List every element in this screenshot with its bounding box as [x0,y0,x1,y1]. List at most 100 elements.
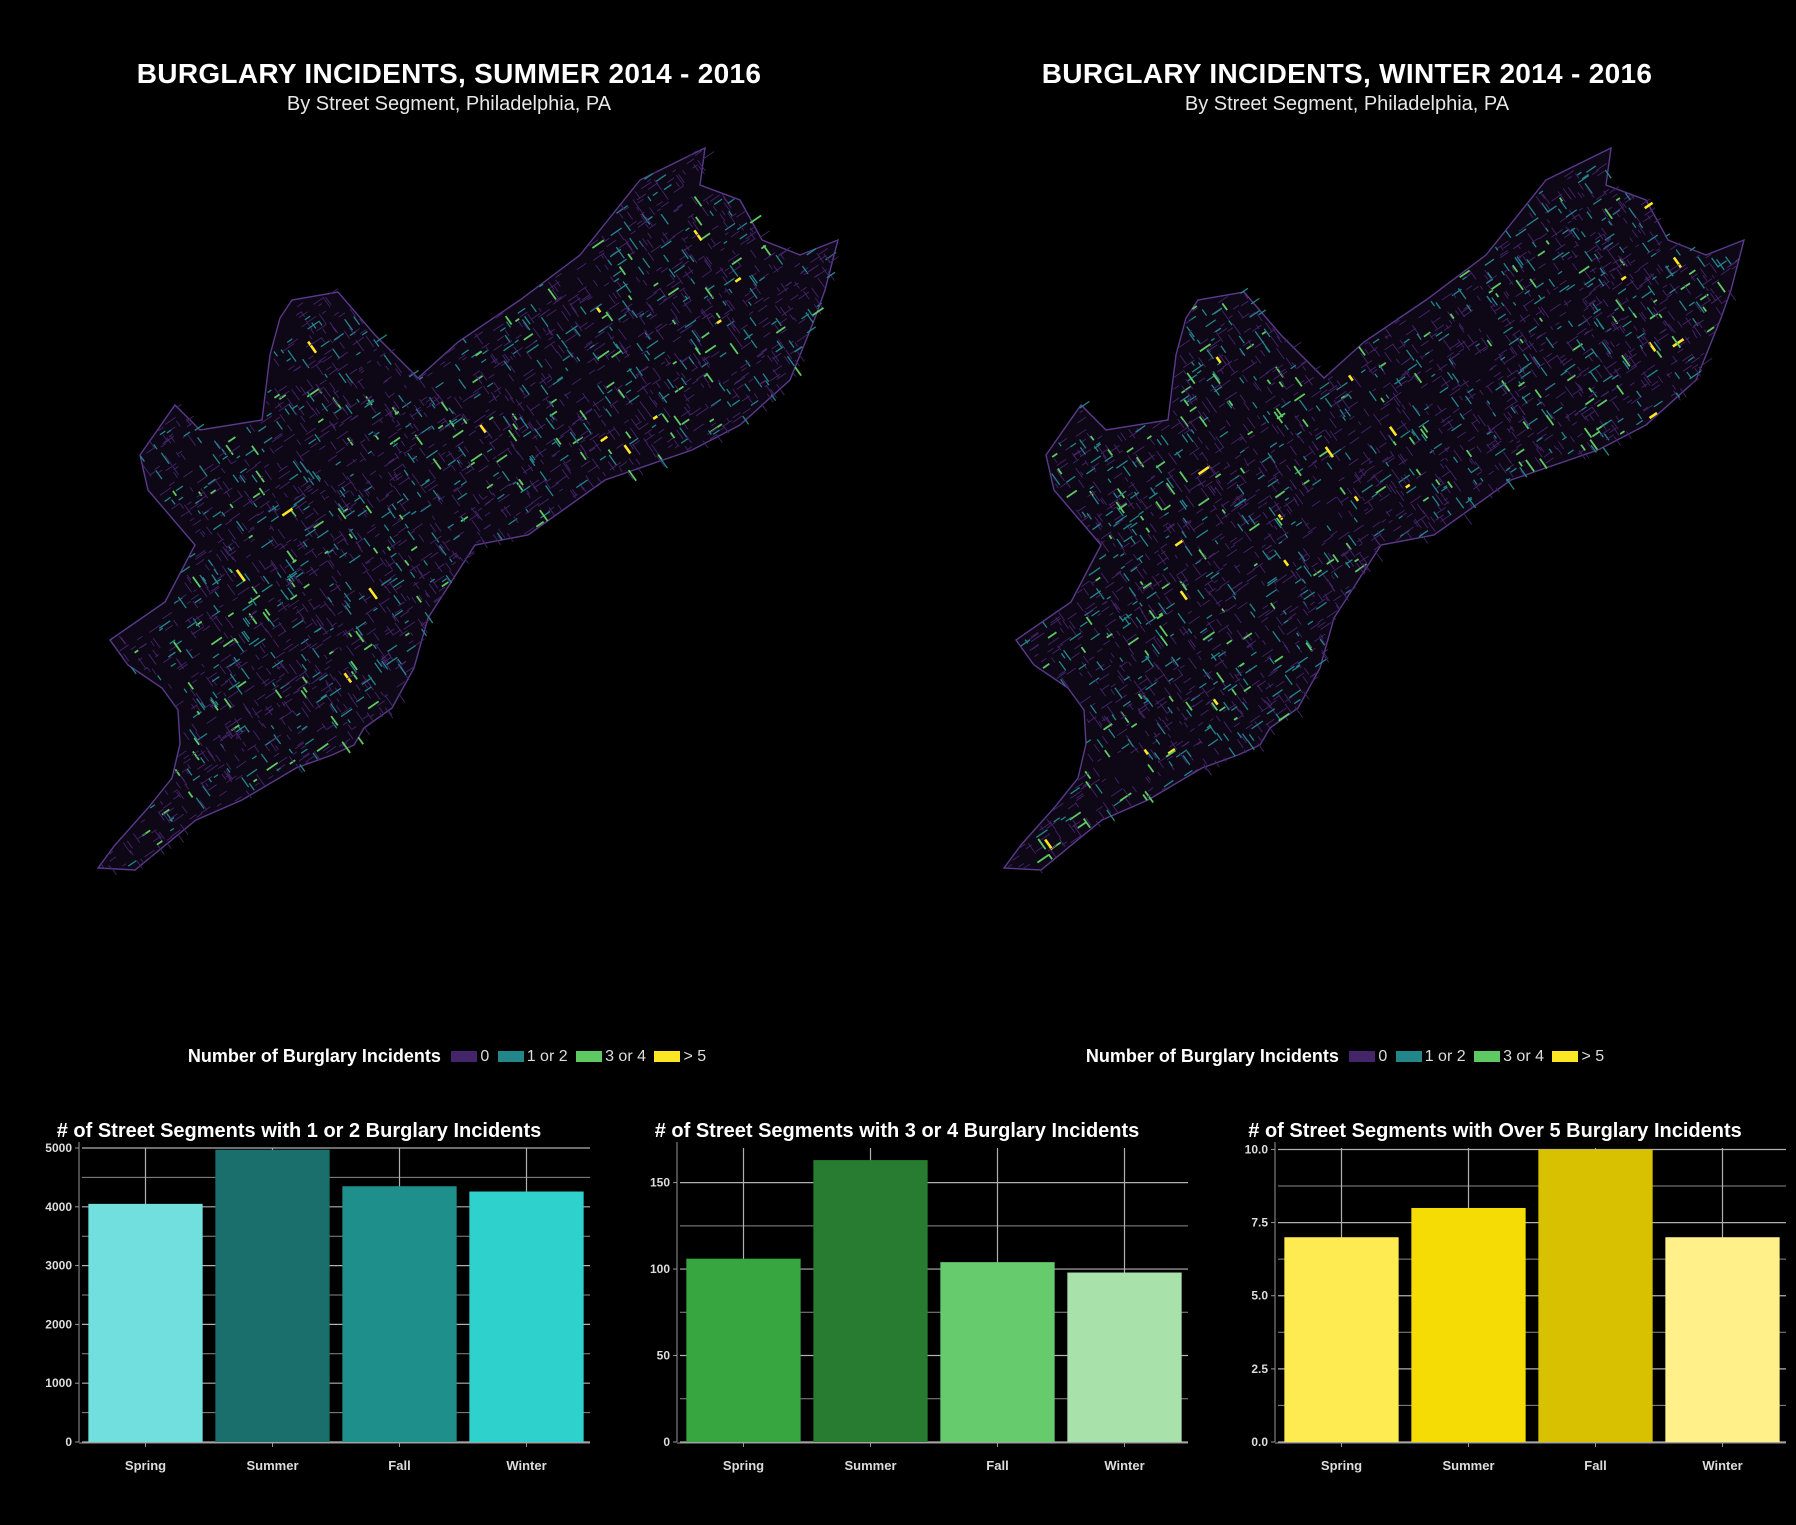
street-segment [1072,819,1077,825]
street-segment [525,340,537,349]
street-segment [498,493,511,503]
street-segment [756,349,768,357]
street-segment [408,371,415,377]
street-segment [1262,640,1266,645]
street-segment [365,606,377,615]
street-segment [1108,534,1113,540]
street-segment [681,244,693,253]
street-segment [465,468,473,475]
street-segment [286,397,294,408]
street-segment [1520,470,1526,478]
street-segment [1263,328,1271,338]
street-segment [1693,321,1700,327]
street-segment [603,384,608,391]
street-segment [350,491,355,496]
street-segment [214,591,220,598]
street-segment [1267,532,1277,544]
street-segment [457,458,463,466]
street-segment [1474,346,1487,356]
street-segment [336,489,341,496]
street-segment [672,229,684,238]
street-segment [623,221,632,232]
street-segment [256,516,267,524]
street-segment [1160,543,1168,549]
street-segment [757,304,768,312]
street-segment [1508,281,1514,285]
street-segment [277,659,284,669]
street-segment [332,336,340,342]
street-segment [1108,503,1113,509]
street-segment [204,564,210,571]
street-segment [1615,415,1620,421]
street-segment [416,566,423,576]
street-segment [523,332,534,341]
street-segment [269,525,275,532]
street-segment [191,652,201,660]
street-segment [1222,360,1233,368]
street-segment [1041,657,1047,663]
street-segment [270,559,278,570]
street-segment [1705,286,1709,292]
street-segment [1328,386,1339,394]
street-segment [657,208,661,212]
street-segment [1656,350,1663,359]
street-segment [1286,464,1292,472]
street-segment [575,479,588,489]
street-segment [331,423,336,429]
street-segment [431,532,440,543]
street-segment [126,840,133,849]
street-segment [704,344,717,354]
street-segment [1364,508,1374,515]
street-segment [1699,268,1707,278]
street-segment [774,305,782,314]
street-segment [210,464,221,472]
street-segment [250,495,262,504]
street-segment [557,504,562,511]
street-segment [475,539,481,544]
street-segment [269,447,275,454]
street-segment [637,467,644,476]
street-segment [389,535,396,544]
street-segment [1587,282,1594,288]
street-segment [1525,417,1538,427]
street-segment [1640,301,1647,311]
street-segment [1577,175,1590,184]
street-segment [484,433,491,439]
street-segment [1295,682,1304,694]
street-segment [270,651,276,659]
street-segment [1271,484,1278,493]
street-segment [1317,570,1329,578]
street-segment [1198,655,1202,660]
street-segment [730,213,737,218]
street-segment [1165,482,1176,495]
street-segment [1215,715,1221,722]
street-segment [1614,307,1619,312]
street-segment [229,503,234,509]
street-segment [419,399,425,407]
street-segment [1636,334,1645,346]
street-segment [1266,386,1273,395]
street-segment [1545,457,1554,464]
street-segment [404,447,413,454]
street-segment [1504,401,1517,410]
street-segment [1639,344,1644,350]
street-segment [1429,449,1435,454]
street-segment [484,501,491,507]
street-segment [1571,421,1578,426]
street-segment [445,539,451,544]
street-segment [1315,405,1321,412]
street-segment [647,182,659,190]
street-segment [1358,346,1366,356]
street-segment [512,423,518,431]
street-segment [1477,481,1482,486]
street-segment [639,401,645,409]
street-segment [381,660,389,670]
street-segment [796,334,808,343]
street-segment [162,436,175,445]
street-segment [810,255,821,264]
street-segment [1425,367,1432,373]
street-segment [1144,553,1151,561]
street-segment [698,255,705,261]
street-segment [1129,562,1141,572]
street-segment [709,210,714,217]
